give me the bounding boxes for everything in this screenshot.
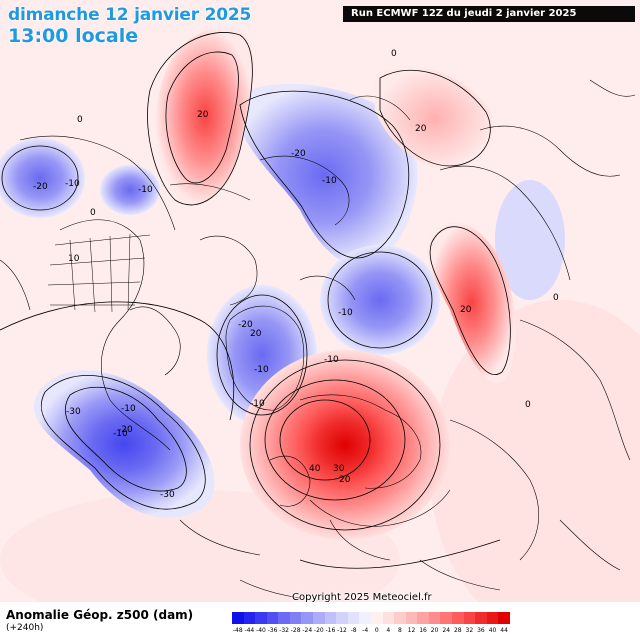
lead-time: (+240h): [6, 623, 44, 633]
contour-label: -10: [254, 365, 269, 375]
contour-label: 40: [309, 464, 321, 474]
contour-label: 30: [333, 464, 345, 474]
contour-label: 20: [339, 475, 351, 485]
color-scale-tick-label: 8: [397, 627, 402, 634]
contour-label: -10: [65, 179, 80, 189]
color-scale-tick-label: 44: [500, 627, 508, 634]
contour-label: 20: [197, 110, 209, 120]
color-scale-tick-label: -32: [279, 627, 289, 634]
color-scale-swatch: [463, 612, 476, 624]
contour-lines: [0, 32, 511, 569]
blue-anomaly-north-america: [34, 370, 215, 518]
blue-anomaly-nw-pacific: [0, 138, 85, 218]
color-scale-tick-label: -12: [337, 627, 347, 634]
color-scale-tick-label: -36: [267, 627, 278, 634]
color-scale-tick-label: 32: [465, 627, 474, 634]
color-scale-tick-label: 16: [419, 627, 427, 634]
contour-label: -10: [113, 429, 128, 439]
color-scale-swatch: [336, 612, 348, 624]
contour-labels: 20 0 0 -20 -10 -10 0 -20 -10 20 10 -10 2…: [33, 49, 559, 500]
contour-label: -10: [338, 308, 353, 318]
color-scale-tick-label: 40: [488, 627, 497, 634]
color-scale-swatch: [243, 612, 256, 624]
color-scale-tick-label: -48: [232, 627, 243, 634]
contour-label: -10: [138, 185, 153, 195]
color-scale-swatch: [289, 612, 302, 624]
contour-label: -20: [118, 425, 133, 435]
contour-label: -10: [322, 176, 337, 186]
color-scale-tick-label: -8: [350, 627, 357, 634]
color-scale-swatch: [324, 612, 337, 624]
color-scale-tick-label: -20: [313, 627, 324, 634]
color-scale-tick-label: -16: [325, 627, 336, 634]
red-anomaly-north-pacific: [375, 66, 495, 170]
copyright-text: Copyright 2025 Meteociel.fr: [292, 592, 432, 603]
legend-title: Anomalie Géop. z500 (dam): [6, 608, 194, 622]
contour-label: 0: [553, 293, 559, 303]
red-anomaly-asia-ridge: [427, 222, 516, 383]
color-scale-swatch: [394, 612, 406, 624]
red-anomaly-europe-block: [240, 350, 450, 540]
color-scale-ticks: -48 -44 -40 -36 -32 -28 -24 -20 -16 -12 -8 -4 0 4 8 12 1…: [232, 626, 510, 636]
contour-label: 20: [250, 329, 262, 339]
color-scale-tick-label: 28: [453, 627, 462, 634]
contour-label: 0: [90, 208, 96, 218]
color-scale-swatch: [313, 612, 325, 624]
color-scale-tick-label: -44: [244, 627, 255, 634]
color-scale-tick-label: -28: [290, 627, 301, 634]
color-scale-swatch: [440, 612, 452, 624]
color-scale-swatch: [451, 612, 464, 624]
forecast-local-time: 13:00 locale: [8, 25, 139, 47]
color-scale-swatch: [428, 612, 441, 624]
contour-label: 20: [415, 124, 427, 134]
contour-label: 0: [77, 115, 83, 125]
contour-label: -30: [160, 490, 175, 500]
east-pink-area: [430, 300, 640, 640]
contour-label: -10: [324, 355, 339, 365]
color-scale-swatch: [475, 612, 487, 624]
color-scale-tick-label: 24: [442, 627, 451, 634]
color-scale-swatch: [266, 612, 279, 624]
forecast-date: dimanche 12 janvier 2025: [8, 5, 252, 25]
color-scale-tick-label: 12: [407, 627, 416, 634]
color-scale-swatch: [301, 612, 314, 624]
color-scale-tick-label: -40: [256, 627, 266, 634]
contour-label: 0: [391, 49, 397, 59]
color-scale-swatch: [382, 612, 395, 624]
color-scale-swatch: [359, 612, 371, 624]
blue-anomaly-siberia: [230, 83, 418, 267]
color-scale-swatch: [417, 612, 429, 624]
contour-label: -10: [250, 399, 265, 409]
blue-anomaly-arctic: [320, 245, 440, 355]
color-scale-tick-label: 20: [430, 627, 439, 634]
color-scale-swatch: [486, 612, 499, 624]
color-scale-swatch: [232, 612, 244, 624]
contour-label: -30: [66, 407, 81, 417]
contour-label: -20: [33, 182, 48, 192]
contour-label: 20: [460, 305, 472, 315]
blue-anomaly-alaska: [100, 165, 160, 215]
contour-label: 10: [68, 254, 80, 264]
color-scale-tick-label: 0: [374, 627, 379, 634]
color-scale-swatch: [278, 612, 290, 624]
color-scale: [232, 612, 510, 624]
color-scale-swatch: [498, 612, 510, 624]
contour-label: 0: [525, 400, 531, 410]
color-scale-swatch: [370, 612, 383, 624]
color-scale-swatch: [255, 612, 267, 624]
color-scale-tick-label: 4: [386, 627, 391, 634]
color-scale-swatch: [347, 612, 360, 624]
color-scale-tick-label: 36: [477, 627, 485, 634]
state-boundaries: [47, 233, 151, 313]
contour-label: -20: [238, 320, 253, 330]
color-scale-tick-label: -24: [302, 627, 313, 634]
contour-label: -10: [121, 404, 136, 414]
color-scale-tick-label: -4: [362, 627, 369, 634]
contour-label: -20: [291, 149, 306, 159]
color-scale-swatch: [405, 612, 418, 624]
blue-anomaly-east: [495, 180, 565, 300]
model-run-info: Run ECMWF 12Z du jeudi 2 janvier 2025: [343, 6, 635, 22]
